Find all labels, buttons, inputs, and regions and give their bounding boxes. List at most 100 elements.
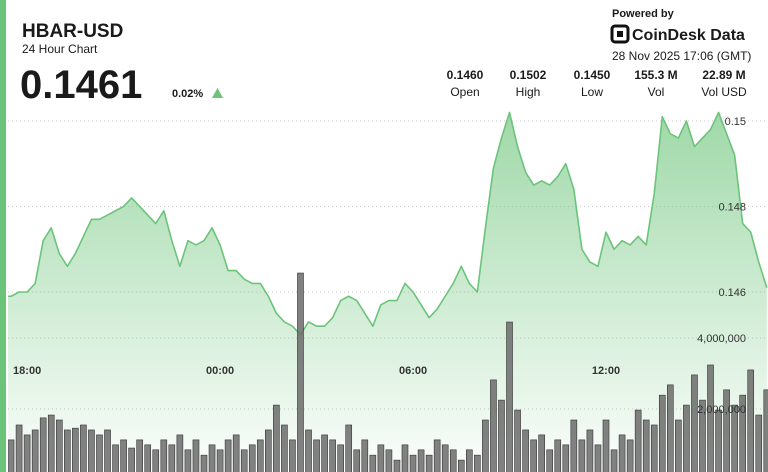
stat-value: 0.1450	[574, 68, 611, 82]
x-tick-label: 18:00	[13, 365, 41, 377]
brand-name: CoinDesk Data	[632, 27, 745, 44]
stat-value: 0.1460	[447, 68, 484, 82]
stat-value: 0.1502	[510, 68, 547, 82]
volume-bar	[128, 447, 135, 472]
volume-bar	[731, 404, 738, 472]
volume-bar	[232, 434, 240, 472]
volume-bar	[15, 424, 23, 472]
y-tick-label: 2,000,000	[697, 404, 746, 416]
volume-bar	[168, 444, 176, 472]
change-arrow	[212, 88, 223, 98]
stat-label: High	[516, 85, 541, 99]
current-price: 0.1461	[20, 63, 142, 107]
volume-bar	[425, 454, 433, 472]
volume-bar	[594, 444, 602, 472]
volume-bar	[683, 404, 690, 472]
price-change: 0.02%	[172, 88, 203, 100]
timestamp: 28 Nov 2025 17:06 (GMT)	[612, 49, 751, 63]
volume-bar	[361, 439, 369, 472]
x-tick-label: 12:00	[592, 365, 620, 377]
y-tick-label: 0.146	[718, 287, 746, 299]
volume-bar	[64, 429, 71, 472]
volume-bar	[345, 424, 353, 472]
volume-bar	[618, 434, 626, 472]
volume-bar	[642, 419, 650, 472]
volume-bar	[23, 434, 31, 472]
volume-bar	[449, 449, 457, 472]
volume-bar	[610, 449, 618, 472]
volume-bar	[578, 439, 586, 472]
volume-bar	[763, 389, 768, 472]
volume-bar	[112, 444, 119, 472]
volume-bar	[699, 399, 706, 472]
volume-bar	[72, 427, 79, 472]
volume-bar	[55, 419, 63, 472]
volume-bar	[289, 439, 296, 472]
volume-bar	[433, 439, 441, 472]
volume-bar	[747, 369, 755, 472]
volume-bar	[739, 394, 746, 472]
volume-bar	[457, 459, 465, 472]
volume-bar	[321, 434, 328, 472]
volume-bar	[313, 439, 320, 472]
volume-bar	[658, 394, 666, 472]
volume-bar	[675, 419, 682, 472]
volume-bar	[401, 444, 409, 472]
volume-bar	[538, 434, 545, 472]
y-tick-label: 0.148	[718, 201, 746, 213]
volume-bar	[691, 374, 698, 472]
stat-label: Open	[450, 85, 479, 99]
price-line	[8, 111, 768, 336]
volume-bar	[184, 449, 192, 472]
volume-bar	[160, 439, 168, 472]
volume-bar	[8, 439, 15, 472]
volume-bar	[200, 454, 208, 472]
volume-bar	[208, 444, 216, 472]
accent-bar	[0, 0, 6, 472]
volume-bar	[88, 429, 95, 472]
volume-bar	[80, 424, 87, 472]
volume-bar	[216, 449, 224, 472]
brand-logo	[610, 24, 630, 44]
volume-bar	[240, 449, 248, 472]
volume-bar	[305, 429, 312, 472]
volume-bar	[546, 449, 554, 472]
volume-bar	[120, 439, 127, 472]
volume-bar	[626, 439, 634, 472]
tick-labels: 0.146 0.148 0.15 18:00 00:00 06:00 12:00 2,000,…	[13, 116, 746, 416]
volume-bar	[514, 409, 521, 472]
volume-bar	[530, 439, 537, 472]
volume-bar	[562, 444, 570, 472]
volume-bar	[96, 434, 103, 472]
volume-bar	[490, 379, 497, 472]
volume-bar	[353, 449, 361, 472]
volume-bar	[265, 429, 272, 472]
stat-value: 155.3 M	[634, 68, 677, 82]
volume-bar	[176, 434, 184, 472]
volume-bar	[297, 272, 304, 472]
volume-bar	[144, 444, 152, 472]
volume-bar	[329, 439, 336, 472]
y-tick-label: 0.15	[725, 116, 746, 128]
ticker-title: HBAR-USD	[22, 21, 123, 42]
stat-value: 22.89 M	[702, 68, 745, 82]
volume-bar	[104, 429, 111, 472]
volume-bar	[441, 444, 449, 472]
volume-bar	[337, 444, 344, 472]
volume-bar	[707, 364, 714, 472]
powered-by: Powered by	[612, 8, 675, 20]
volume-bar	[667, 384, 674, 472]
volume-bar	[723, 389, 730, 472]
volume-bar	[224, 439, 232, 472]
price-area	[8, 112, 767, 463]
volume-bar	[192, 439, 200, 472]
volume-bar	[248, 444, 256, 472]
volume-bar	[482, 419, 489, 472]
volume-bar	[755, 414, 763, 472]
volume-bar	[377, 444, 385, 472]
volume-bar	[31, 429, 39, 472]
y-tick-label: 4,000,000	[697, 333, 746, 345]
volume-bar	[393, 459, 401, 472]
